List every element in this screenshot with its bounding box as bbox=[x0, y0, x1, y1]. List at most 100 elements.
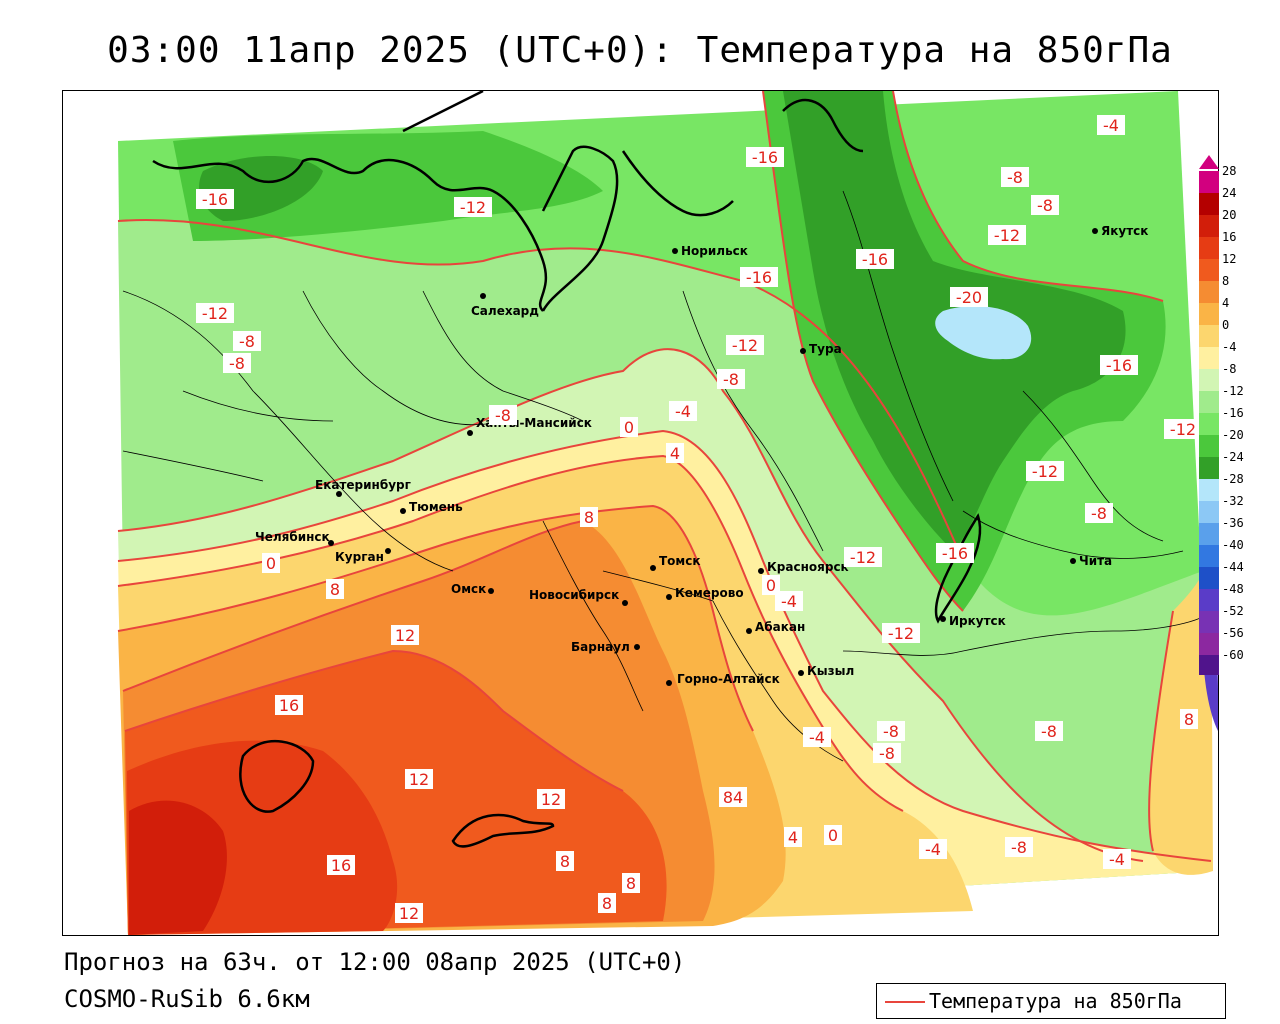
svg-text:-12: -12 bbox=[850, 548, 876, 567]
isotherm-label: 0 bbox=[762, 575, 780, 595]
isotherm-label: 4 bbox=[784, 827, 802, 847]
legend-line-swatch bbox=[885, 1001, 925, 1003]
city-tomsk[interactable]: Томск bbox=[650, 554, 701, 571]
svg-text:Омск: Омск bbox=[451, 582, 486, 596]
coastlines bbox=[152, 91, 982, 848]
zone-minus24 bbox=[935, 306, 1032, 360]
svg-text:4: 4 bbox=[788, 828, 798, 847]
isotherm-label: 8 bbox=[598, 893, 616, 913]
isotherm-label: 16 bbox=[327, 855, 355, 875]
isotherm-label: -20 bbox=[950, 287, 988, 307]
isotherm-label: 8 bbox=[556, 851, 574, 871]
isotherm-label: -16 bbox=[196, 189, 234, 209]
svg-text:8: 8 bbox=[584, 508, 594, 527]
isotherm-label: 4 bbox=[666, 443, 684, 463]
svg-text:Норильск: Норильск bbox=[681, 244, 748, 258]
isotherm-label: 12 bbox=[405, 769, 433, 789]
colorbar-swatch bbox=[1199, 655, 1219, 677]
svg-text:-16: -16 bbox=[942, 544, 968, 563]
city-gorno-altaysk[interactable]: Горно-Алтайск bbox=[666, 672, 780, 686]
colorbar-swatch bbox=[1199, 281, 1219, 303]
isotherm-label: -16 bbox=[746, 147, 784, 167]
colorbar-tick-label: 24 bbox=[1222, 186, 1237, 200]
svg-text:Кемерово: Кемерово bbox=[675, 586, 744, 600]
svg-text:-16: -16 bbox=[1106, 356, 1132, 375]
svg-text:-16: -16 bbox=[202, 190, 228, 209]
city-abakan[interactable]: Абакан bbox=[746, 620, 805, 634]
colorbar-tick-label: -56 bbox=[1222, 626, 1244, 640]
colorbar-tick-label: 8 bbox=[1222, 274, 1230, 288]
svg-text:84: 84 bbox=[723, 788, 743, 807]
city-irkutsk[interactable]: Иркутск bbox=[940, 614, 1006, 628]
colorbar-tick-label: -8 bbox=[1222, 362, 1237, 376]
city-tura[interactable]: Тура bbox=[800, 342, 842, 356]
svg-text:-12: -12 bbox=[732, 336, 758, 355]
forecast-info: Прогноз на 63ч. от 12:00 08апр 2025 (UTC… bbox=[64, 948, 686, 976]
colorbar-swatch bbox=[1199, 589, 1219, 611]
colorbar-tick-label: -48 bbox=[1222, 582, 1244, 596]
svg-text:-12: -12 bbox=[202, 304, 228, 323]
city-kyzyl[interactable]: Кызыл bbox=[798, 664, 854, 678]
colorbar-tick-label: -44 bbox=[1222, 560, 1244, 574]
city-chita[interactable]: Чита bbox=[1070, 554, 1112, 568]
colorbar-swatch bbox=[1199, 259, 1219, 281]
svg-text:-8: -8 bbox=[1007, 168, 1023, 187]
isotherm-label: -16 bbox=[936, 543, 974, 563]
colorbar-swatch bbox=[1199, 435, 1219, 457]
colorbar-swatch bbox=[1199, 611, 1219, 633]
svg-text:Салехард: Салехард bbox=[471, 304, 539, 318]
svg-text:-8: -8 bbox=[229, 354, 245, 373]
svg-text:-16: -16 bbox=[752, 148, 778, 167]
isotherm-label: 8 bbox=[326, 579, 344, 599]
city-yakutsk[interactable]: Якутск bbox=[1092, 224, 1148, 238]
city-kurgan[interactable]: Курган bbox=[335, 548, 391, 564]
colorbar-swatch bbox=[1199, 523, 1219, 545]
city-omsk[interactable]: Омск bbox=[451, 582, 494, 596]
isotherm-label: 0 bbox=[824, 825, 842, 845]
isotherm-label: -16 bbox=[1100, 355, 1138, 375]
isotherm-label: -4 bbox=[669, 401, 697, 421]
svg-text:-20: -20 bbox=[956, 288, 982, 307]
colorbar-swatch bbox=[1199, 347, 1219, 369]
city-markers: Норильск Якутск Салехард Тура Ханты-Манс… bbox=[255, 224, 1148, 686]
svg-text:Курган: Курган bbox=[335, 550, 384, 564]
temperature-map: Норильск Якутск Салехард Тура Ханты-Манс… bbox=[62, 90, 1219, 936]
isotherm-label: -12 bbox=[196, 303, 234, 323]
colorbar-tick-label: 20 bbox=[1222, 208, 1237, 222]
svg-text:8: 8 bbox=[560, 852, 570, 871]
isotherm-label: 0 bbox=[262, 553, 280, 573]
isotherm-label: 0 bbox=[620, 417, 638, 437]
city-chelyabinsk[interactable]: Челябинск bbox=[255, 530, 334, 546]
city-yekaterinburg[interactable]: Екатеринбург bbox=[315, 478, 411, 497]
svg-text:12: 12 bbox=[395, 626, 415, 645]
svg-text:-8: -8 bbox=[883, 722, 899, 741]
isotherm-label: -8 bbox=[489, 405, 517, 425]
colorbar-tick-label: -12 bbox=[1222, 384, 1244, 398]
svg-text:-16: -16 bbox=[862, 250, 888, 269]
zone-24 bbox=[129, 800, 227, 935]
city-novosibirsk[interactable]: Новосибирск bbox=[529, 588, 628, 606]
city-krasnoyarsk[interactable]: Красноярск bbox=[758, 560, 849, 574]
svg-text:Чита: Чита bbox=[1079, 554, 1112, 568]
svg-text:Абакан: Абакан bbox=[755, 620, 805, 634]
city-tyumen[interactable]: Тюмень bbox=[400, 500, 463, 514]
city-norilsk[interactable]: Норильск bbox=[672, 244, 748, 258]
colorbar-tick-label: 12 bbox=[1222, 252, 1237, 266]
colorbar-tick-label: -4 bbox=[1222, 340, 1237, 354]
isotherm-label: 8 bbox=[622, 873, 640, 893]
colorbar-tick-label: -40 bbox=[1222, 538, 1244, 552]
isotherm-label: -8 bbox=[1085, 503, 1113, 523]
colorbar-swatch bbox=[1199, 391, 1219, 413]
colorbar-tick-label: -20 bbox=[1222, 428, 1244, 442]
city-kemerovo[interactable]: Кемерово bbox=[666, 586, 744, 600]
svg-text:-12: -12 bbox=[1170, 420, 1196, 439]
isotherm-label: -16 bbox=[856, 249, 894, 269]
svg-text:-8: -8 bbox=[1041, 722, 1057, 741]
colorbar-swatch bbox=[1199, 413, 1219, 435]
isotherm-label: -8 bbox=[717, 369, 745, 389]
city-salekhard[interactable]: Салехард bbox=[471, 293, 539, 318]
city-barnaul[interactable]: Барнаул bbox=[571, 640, 640, 654]
svg-text:8: 8 bbox=[330, 580, 340, 599]
svg-text:Барнаул: Барнаул bbox=[571, 640, 630, 654]
svg-text:-4: -4 bbox=[1103, 116, 1119, 135]
